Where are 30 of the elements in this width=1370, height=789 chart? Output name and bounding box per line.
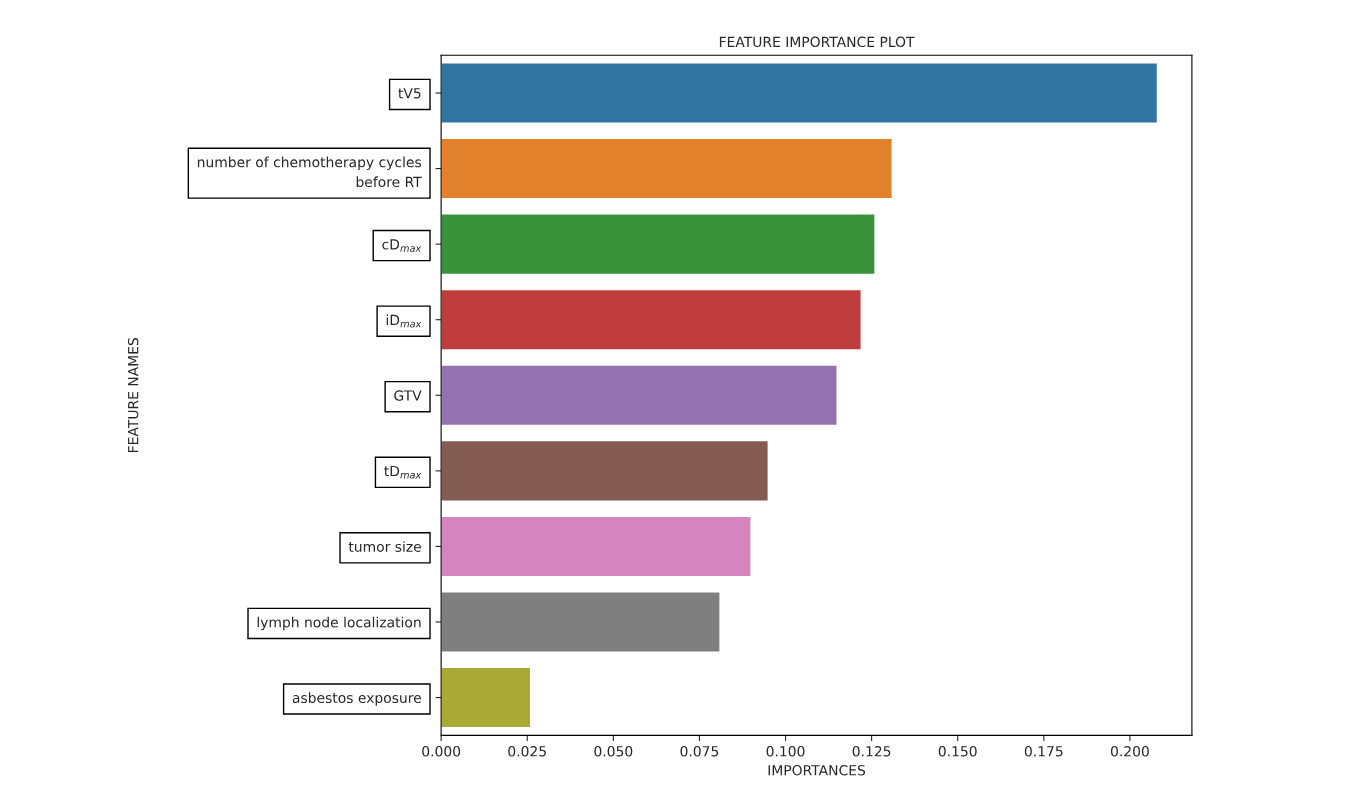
y-tick-label: iD$_{max}$ (386, 314, 422, 328)
y-tick-label: tV5 (398, 88, 421, 99)
y-tick-label: tD$_{max}$ (384, 466, 422, 479)
y-tick-label: tumor size (348, 541, 421, 552)
y-tick-label: cD$_{max}$ (382, 239, 422, 252)
x-tick-label: 0.100 (766, 746, 805, 757)
x-tick-label: 0.050 (594, 746, 633, 757)
y-tick-label: GTV (394, 390, 422, 401)
y-tick-label: number of chemotherapy cycles before RT (197, 156, 422, 188)
bar (441, 137, 893, 200)
bar (441, 515, 752, 578)
bar (441, 213, 876, 276)
x-tick-label: 0.125 (852, 746, 891, 757)
bar (441, 439, 770, 502)
x-tick-label: 0.025 (508, 746, 546, 757)
bar (441, 62, 1159, 124)
bar (441, 364, 838, 427)
x-tick-label: 0.075 (680, 746, 719, 757)
x-tick-label: 0.000 (422, 746, 461, 757)
x-tick-label: 0.175 (1024, 746, 1063, 757)
y-tick-label: lymph node localization (257, 616, 421, 631)
chart-title: FEATURE IMPORTANCE PLOT (719, 36, 915, 48)
x-tick-label: 0.200 (1110, 746, 1149, 757)
y-axis-title: FEATURE NAMES (127, 337, 139, 452)
bar (441, 666, 532, 729)
x-tick-label: 0.150 (938, 746, 977, 757)
x-axis-title: IMPORTANCES (768, 765, 866, 776)
bar (441, 288, 862, 351)
bar (441, 591, 721, 653)
y-tick-label: asbestos exposure (292, 692, 421, 706)
